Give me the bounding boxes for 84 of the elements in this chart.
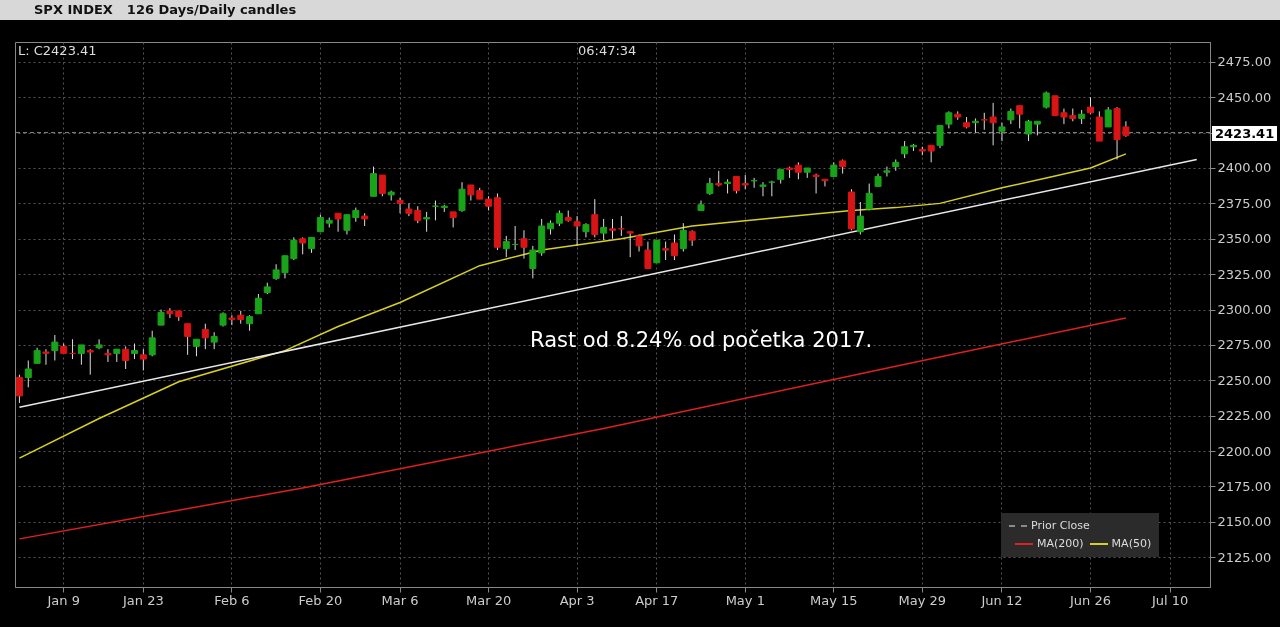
candlestick [1104, 106, 1112, 128]
chart-title: SPX INDEX [34, 2, 113, 17]
candlestick [670, 234, 678, 261]
x-tick-label: Jul 10 [1150, 592, 1189, 608]
y-tick-label: 2250.00 [1217, 372, 1272, 388]
y-tick-label: 2375.00 [1217, 195, 1272, 211]
candlestick [122, 345, 130, 370]
x-tick-label: Jun 12 [980, 592, 1023, 608]
text: 2423.41 [1212, 126, 1278, 141]
candlestick [148, 330, 156, 357]
annotation: 06:47:34 [578, 43, 637, 58]
candlestick [529, 245, 537, 279]
x-tick-label: May 15 [810, 592, 858, 608]
x-tick-label: Feb 20 [298, 592, 343, 608]
candlestick [600, 218, 608, 241]
candlestick [617, 215, 625, 237]
candlestick [370, 166, 377, 197]
y-tick-label: 2400.00 [1217, 160, 1272, 176]
y-tick-label: 2300.00 [1217, 302, 1272, 318]
candlestick [42, 348, 50, 366]
candlestick [883, 166, 891, 177]
candlestick [51, 334, 59, 362]
candlestick [653, 239, 661, 264]
x-tick-label: Mar 20 [465, 592, 512, 608]
candlestick [378, 174, 386, 197]
candlestick [95, 338, 103, 350]
x-tick-label: Apr 17 [635, 592, 679, 608]
x-tick-label: May 1 [725, 592, 765, 608]
candlestick [423, 211, 431, 233]
x-tick-label: Mar 6 [381, 592, 419, 608]
candlestick [334, 212, 342, 233]
y-tick-label: 2325.00 [1217, 266, 1272, 282]
candlestick [573, 215, 581, 247]
y-tick-label: 2175.00 [1217, 478, 1272, 494]
candlestick [458, 181, 466, 213]
legend-label: MA(200) [1037, 537, 1084, 550]
candlestick [15, 374, 23, 404]
candlestick [865, 183, 873, 211]
candlestick [520, 229, 528, 260]
annotation: L: C2423.41 [18, 43, 97, 58]
candlestick [679, 222, 687, 253]
candlestick [1016, 105, 1024, 129]
candlestick [759, 181, 767, 197]
candlestick [104, 348, 112, 363]
candlestick [24, 360, 32, 388]
candlestick [662, 241, 670, 261]
candlestick [989, 102, 997, 146]
candlestick [502, 235, 510, 258]
annotation: Rast od 8.24% od početka 2017. [530, 328, 873, 352]
candlestick [139, 348, 147, 371]
y-tick-label: 2125.00 [1217, 549, 1272, 565]
x-tick-label: Jan 23 [121, 592, 164, 608]
candlestick [644, 241, 652, 269]
candlestick [201, 323, 209, 350]
candlestick [998, 122, 1006, 142]
y-tick-label: 2275.00 [1217, 337, 1272, 353]
x-tick-label: Apr 3 [559, 592, 595, 608]
y-tick-label: 2350.00 [1217, 231, 1272, 247]
candlestick [626, 231, 634, 258]
line-series [18, 153, 1127, 459]
candlestick [86, 348, 94, 376]
line-series [18, 317, 1127, 540]
candlestick [936, 125, 944, 149]
legend-label: MA(50) [1111, 537, 1152, 550]
x-tick-label: Feb 6 [214, 592, 250, 608]
candlestick [184, 323, 192, 356]
x-tick-label: May 29 [898, 592, 947, 608]
candlestick [609, 218, 616, 240]
y-tick-label: 2200.00 [1217, 443, 1272, 459]
candlestick [396, 197, 404, 214]
y-tick-label: 2225.00 [1217, 408, 1272, 424]
candlestick [591, 198, 599, 238]
y-tick-label: 2475.00 [1217, 54, 1272, 70]
legend-label: Prior Close [1030, 518, 1091, 534]
candlestick [1025, 119, 1033, 142]
candlestick [821, 178, 829, 187]
candlestick [77, 344, 85, 366]
x-tick-label: Jun 26 [1069, 592, 1111, 608]
candlestick [254, 293, 262, 315]
chart-subtitle: 126 Days/Daily candles [126, 2, 297, 17]
x-tick-label: Jan 9 [46, 592, 80, 608]
y-tick-label: 2150.00 [1217, 514, 1272, 530]
y-tick-label: 2450.00 [1217, 89, 1272, 105]
candlestick [856, 201, 864, 236]
